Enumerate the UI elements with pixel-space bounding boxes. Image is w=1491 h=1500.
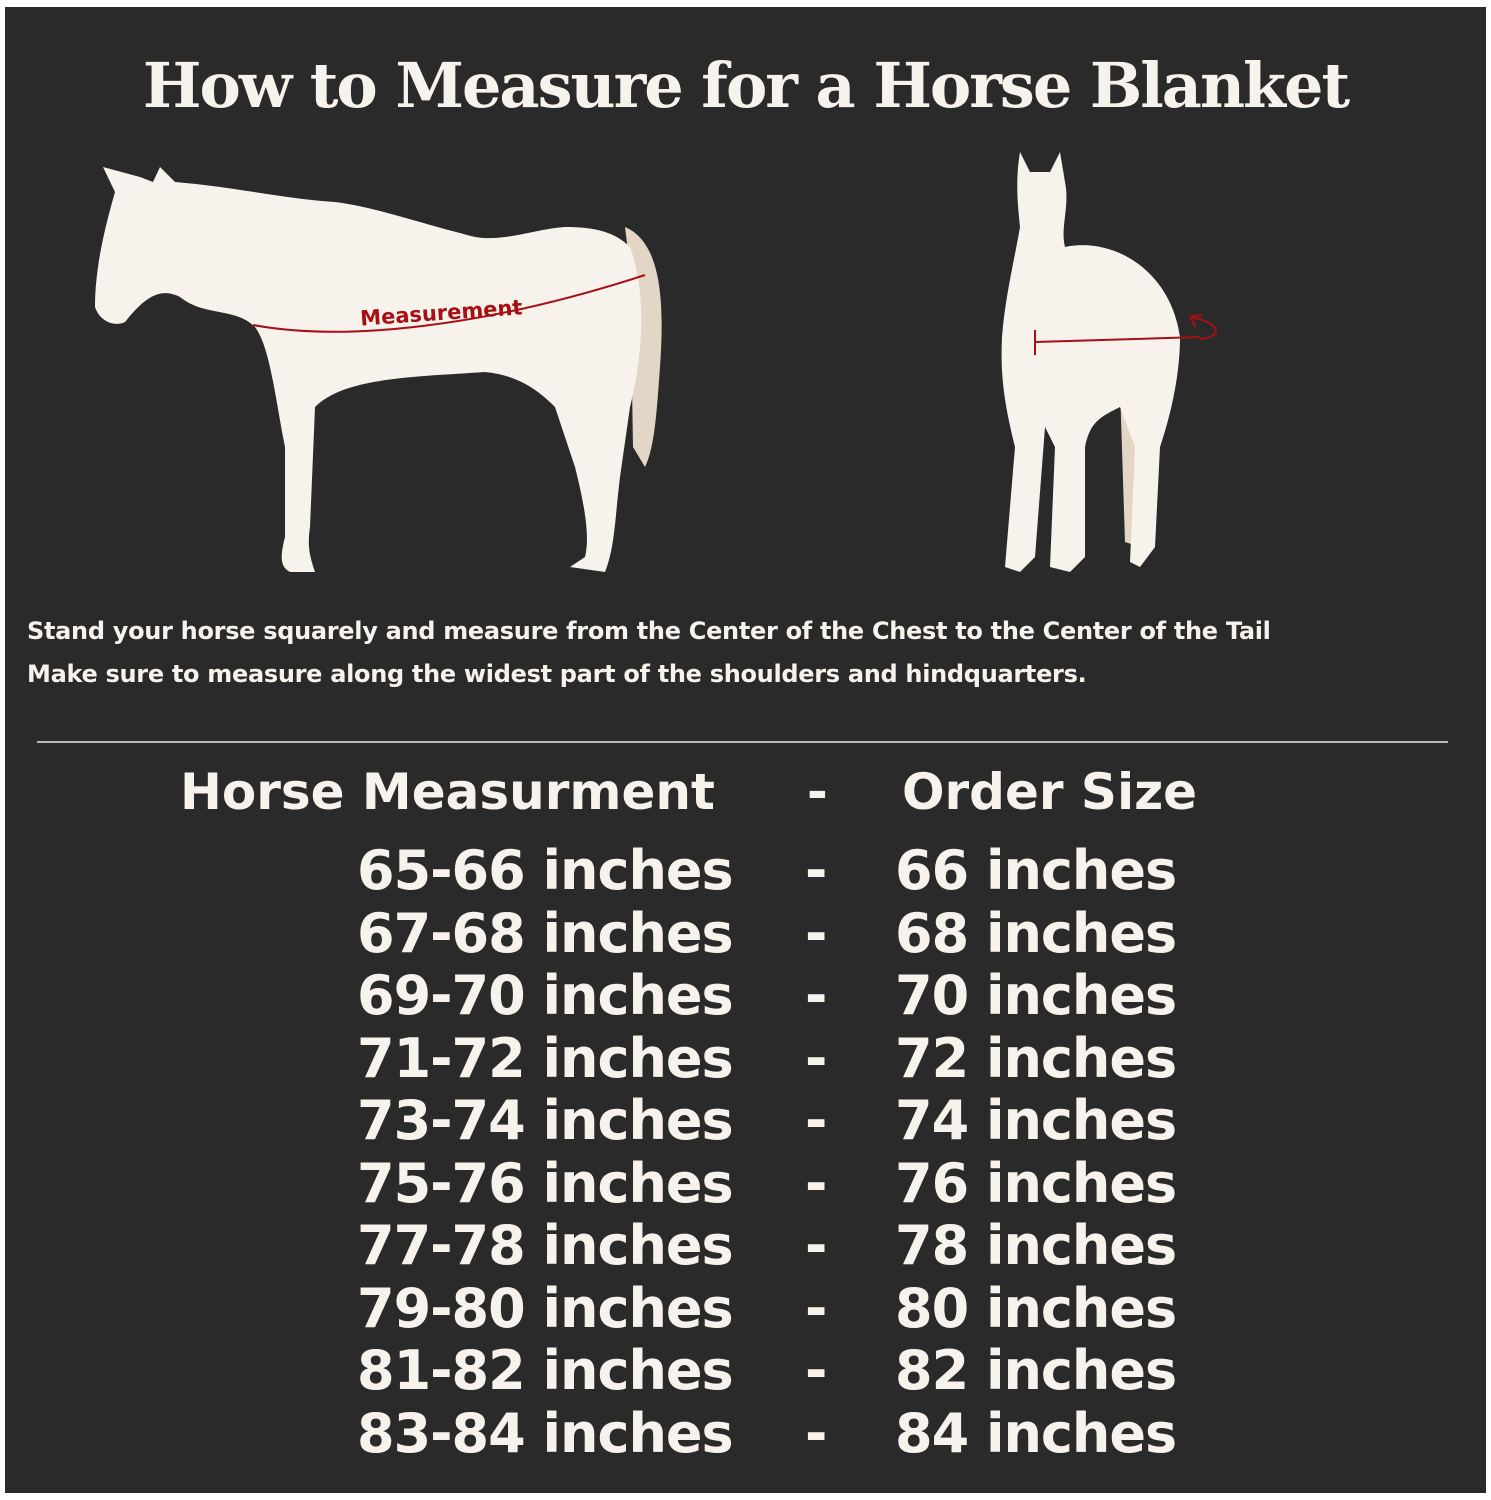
row-separator: -	[805, 1339, 827, 1402]
row-measurement: 73-74 inches	[357, 1089, 734, 1152]
row-separator: -	[805, 839, 827, 902]
row-separator: -	[805, 1214, 827, 1277]
row-size: 74 inches	[895, 1089, 1177, 1152]
table-row: 83-84 inches - 84 inches	[5, 1401, 1486, 1465]
row-size: 82 inches	[895, 1339, 1177, 1402]
row-size: 72 inches	[895, 1026, 1177, 1090]
row-separator: -	[805, 1089, 827, 1152]
row-separator: -	[805, 1401, 827, 1465]
table-row: 79-80 inches - 80 inches	[5, 1276, 1486, 1340]
row-measurement: 81-82 inches	[357, 1339, 734, 1402]
row-size: 76 inches	[895, 1151, 1177, 1215]
row-separator: -	[805, 901, 827, 965]
horse-side-illustration: Measurement	[95, 167, 662, 572]
row-size: 68 inches	[895, 901, 1177, 965]
header-measurement: Horse Measurment	[180, 763, 715, 821]
table-row: 75-76 inches - 76 inches	[5, 1151, 1486, 1215]
row-separator: -	[805, 1276, 827, 1340]
row-measurement: 67-68 inches	[357, 901, 734, 965]
row-measurement: 65-66 inches	[357, 839, 734, 902]
instruction-line-1: Stand your horse squarely and measure fr…	[27, 617, 1271, 645]
row-size: 78 inches	[895, 1214, 1177, 1277]
table-row: 81-82 inches - 82 inches	[5, 1339, 1486, 1402]
table-row: 73-74 inches - 74 inches	[5, 1089, 1486, 1152]
row-size: 84 inches	[895, 1401, 1177, 1465]
header-size: Order Size	[902, 763, 1198, 821]
row-separator: -	[805, 964, 827, 1027]
table-row: 67-68 inches - 68 inches	[5, 901, 1486, 965]
header-separator: -	[807, 763, 828, 821]
table-row: 65-66 inches - 66 inches	[5, 839, 1486, 902]
row-measurement: 75-76 inches	[357, 1151, 734, 1215]
table-header: Horse Measurment - Order Size	[5, 763, 1486, 825]
table-row: 77-78 inches - 78 inches	[5, 1214, 1486, 1277]
table-row: 69-70 inches - 70 inches	[5, 964, 1486, 1027]
row-measurement: 77-78 inches	[357, 1214, 734, 1277]
table-row: 71-72 inches - 72 inches	[5, 1026, 1486, 1090]
horse-front-illustration	[1001, 152, 1217, 572]
row-separator: -	[805, 1151, 827, 1215]
row-size: 66 inches	[895, 839, 1177, 902]
row-separator: -	[805, 1026, 827, 1090]
divider	[37, 741, 1448, 743]
row-measurement: 83-84 inches	[357, 1401, 734, 1465]
row-measurement: 71-72 inches	[357, 1026, 734, 1090]
page-title: How to Measure for a Horse Blanket	[142, 49, 1350, 122]
panel: How to Measure for a Horse Blanket Measu…	[5, 7, 1486, 1493]
row-size: 70 inches	[895, 964, 1177, 1027]
row-measurement: 69-70 inches	[357, 964, 734, 1027]
instruction-line-2: Make sure to measure along the widest pa…	[27, 660, 1087, 688]
row-size: 80 inches	[895, 1276, 1177, 1340]
row-measurement: 79-80 inches	[357, 1276, 734, 1340]
